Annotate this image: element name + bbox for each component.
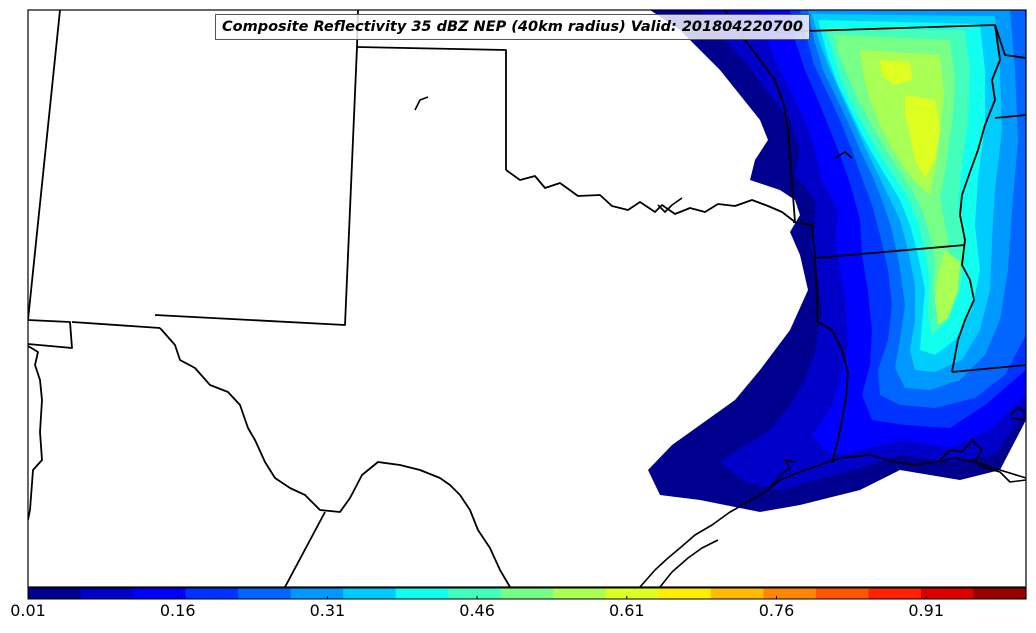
colorbar-tick-label: 0.76 [758,601,795,620]
colorbar-tick-label: 0.01 [10,601,46,620]
colorbar-segment [343,588,397,599]
barrier-island [659,539,719,587]
colorbar [27,588,1027,599]
nep-contour-0.56-north [880,60,912,85]
probability-field [648,10,1026,512]
coastlines [414,96,1026,587]
colorbar-tick-label: 0.61 [608,601,645,620]
colorbar-tick-label: 0.31 [309,601,346,620]
boundary-nm-south [28,319,73,349]
colorbar-segment [553,588,607,599]
colorbar-segment [500,588,554,599]
rio-grande [159,327,511,587]
colorbar-segment [605,588,659,599]
boundary-ms-east [994,114,1026,119]
colorbar-segment [815,588,870,599]
map-frame [27,9,1027,588]
colorbar-segment [763,588,817,599]
boundary-ms-river [951,24,1001,373]
boundary-ar-la [814,244,966,259]
colorbar-segment [920,588,975,599]
map-title: Composite Reflectivity 35 dBZ NEP (40km … [215,14,810,40]
colorbar-segment [28,588,82,599]
colorbar-segment [185,588,239,599]
boundary-ok-ar [724,10,796,223]
boundary-tx-ar [792,221,816,259]
colorbar-segment [238,588,292,599]
colorbar-frame [27,587,1027,600]
colorbar-tick-label: 0.16 [159,601,196,620]
gulf-coast-texas [639,454,1026,587]
lake-pontchartrain [1009,407,1026,421]
colorbar-segment [395,588,449,599]
louisiana-marsh [939,439,1026,483]
boundary-mo-ar [774,24,1026,59]
colorbar-segment [133,588,187,599]
lake-texoma [657,197,683,213]
rio-grande-west [28,345,43,521]
lake-meredith [414,96,429,111]
colorbar-segment [658,588,712,599]
boundary-nm-west [28,10,61,321]
colorbar-segment [868,588,922,599]
colorbar-segment [80,588,134,599]
boundary-tx-la [814,257,849,463]
lake-ouachita [834,151,853,159]
colorbar-segment [290,588,344,599]
colorbar-segment [710,588,764,599]
boundary-panhandle [356,46,507,170]
boundary-tx-west [71,321,161,329]
boundary-red-river [505,169,796,223]
colorbar-tick-label: 0.91 [908,601,944,620]
galveston-bay [769,459,796,489]
boundary-la-ms [951,364,1026,373]
state-boundaries [28,10,1026,587]
nep-contour-0.51-south [935,250,960,325]
colorbar-tick-label: 0.46 [459,601,495,620]
colorbar-segment [973,588,1027,599]
nep-contour-0.56 [905,95,940,178]
colorbar-segment [448,588,502,599]
boundary-mx-coah [284,511,326,587]
